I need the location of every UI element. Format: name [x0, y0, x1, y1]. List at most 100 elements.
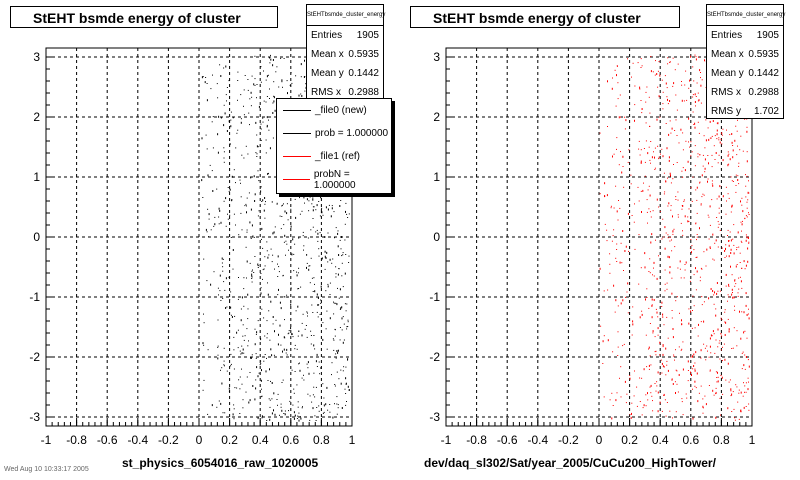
data-point	[646, 86, 648, 88]
data-point	[622, 230, 624, 232]
data-point	[744, 354, 746, 356]
x-tick-label: 1	[349, 433, 356, 447]
data-point	[657, 391, 659, 394]
data-point	[629, 414, 631, 415]
data-point	[631, 215, 633, 216]
data-point	[239, 376, 241, 378]
data-point	[716, 377, 718, 378]
data-point	[739, 262, 741, 263]
data-point	[235, 224, 236, 226]
data-point	[257, 263, 259, 266]
data-point	[223, 151, 225, 153]
data-point	[691, 200, 693, 202]
data-point	[731, 294, 732, 296]
data-point	[648, 271, 650, 272]
data-point	[251, 273, 253, 275]
data-point	[276, 399, 278, 400]
data-point	[728, 296, 730, 298]
data-point	[686, 397, 688, 399]
data-point	[620, 302, 622, 305]
data-point	[653, 275, 655, 277]
data-point	[639, 154, 641, 156]
data-point	[253, 272, 255, 273]
data-point	[251, 270, 253, 272]
data-point	[203, 344, 205, 346]
data-point	[724, 250, 726, 252]
data-point	[269, 57, 270, 59]
data-point	[294, 414, 296, 417]
data-point	[336, 350, 338, 352]
data-point	[648, 368, 650, 370]
data-point	[345, 393, 347, 394]
data-point	[650, 56, 652, 57]
data-point	[637, 186, 639, 188]
data-point	[245, 203, 247, 205]
data-point	[683, 200, 685, 202]
data-point	[334, 403, 335, 405]
data-point	[311, 401, 313, 403]
data-point	[230, 291, 232, 293]
data-point	[690, 141, 692, 143]
data-point	[299, 416, 301, 418]
data-point	[203, 322, 205, 324]
data-point	[694, 327, 696, 329]
data-point	[223, 67, 225, 69]
data-point	[599, 193, 601, 195]
data-point	[684, 215, 686, 218]
data-point	[651, 156, 653, 159]
data-point	[678, 346, 680, 348]
data-point	[619, 94, 621, 96]
data-point	[642, 407, 644, 409]
data-point	[239, 350, 241, 352]
data-point	[674, 69, 676, 71]
data-point	[700, 203, 702, 205]
data-point	[690, 371, 691, 374]
data-point	[730, 388, 732, 391]
data-point	[655, 350, 657, 352]
data-point	[211, 121, 213, 123]
data-point	[304, 202, 305, 204]
data-point	[274, 413, 276, 416]
data-point	[602, 363, 604, 364]
data-point	[329, 317, 331, 320]
data-point	[667, 63, 669, 65]
data-point	[695, 351, 697, 354]
data-point	[742, 150, 744, 152]
data-point	[677, 267, 679, 269]
data-point	[278, 288, 279, 291]
data-point	[254, 55, 256, 57]
data-point	[345, 404, 347, 406]
data-point	[272, 254, 274, 256]
data-point	[241, 368, 242, 370]
data-point	[742, 351, 744, 353]
data-point	[741, 223, 743, 226]
data-point	[307, 237, 309, 239]
data-point	[347, 385, 349, 388]
data-point	[652, 400, 653, 402]
data-point	[204, 81, 206, 84]
data-point	[342, 252, 344, 254]
data-point	[721, 319, 723, 321]
data-point	[307, 393, 309, 395]
data-point	[320, 285, 322, 288]
data-point	[731, 393, 733, 396]
data-point	[652, 71, 654, 73]
data-point	[333, 301, 334, 303]
data-point	[313, 206, 315, 208]
data-point	[337, 404, 339, 406]
x-tick-label: 0.6	[682, 433, 699, 447]
data-point	[235, 182, 236, 184]
data-point	[265, 101, 267, 103]
data-point	[740, 135, 742, 137]
data-point	[273, 354, 275, 356]
data-point	[646, 288, 648, 290]
data-point	[654, 336, 656, 338]
data-point	[681, 170, 683, 172]
data-point	[716, 282, 718, 284]
data-point	[243, 339, 245, 341]
data-point	[344, 272, 346, 275]
data-point	[692, 176, 694, 178]
data-point	[735, 185, 737, 186]
data-point	[266, 124, 268, 127]
data-point	[640, 190, 642, 192]
